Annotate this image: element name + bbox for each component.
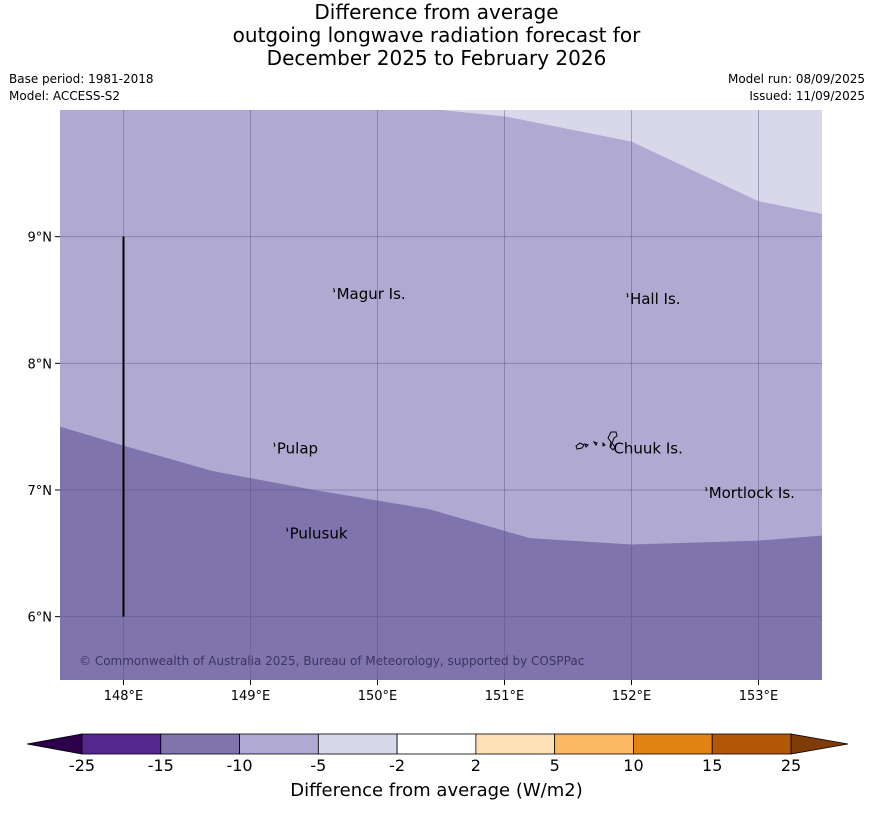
issued-date: Issued: 11/09/2025	[749, 89, 865, 103]
lat-tick-label: 6°N	[28, 611, 53, 626]
colorbar-title: Difference from average (W/m2)	[290, 780, 583, 801]
colorbar-swatch	[711, 733, 792, 755]
zone-minus10-to-minus5	[441, 110, 822, 214]
gridlines	[60, 110, 822, 680]
lon-tick-label: 153°E	[739, 689, 779, 704]
colorbar-swatch	[317, 733, 398, 755]
place-label: Pulap	[277, 440, 318, 458]
place-label: Magur Is.	[337, 285, 406, 303]
island-marker	[609, 442, 613, 448]
colorbar-swatch	[396, 733, 477, 755]
island-marker	[626, 293, 629, 298]
island-marker	[273, 442, 276, 448]
colorbar-label: -5	[310, 756, 327, 775]
colorbar-label: -25	[68, 756, 96, 775]
lat-tick-label: 7°N	[28, 484, 53, 499]
colorbar-label: 10	[623, 756, 644, 775]
colorbar-swatch	[475, 733, 556, 755]
title-line-3: December 2025 to February 2026	[266, 46, 607, 70]
colorbar-swatch	[554, 733, 634, 755]
colorbar-label: -15	[147, 756, 174, 775]
copyright-text: © Commonwealth of Australia 2025, Bureau…	[79, 654, 584, 668]
place-label: Pulusuk	[290, 525, 348, 543]
axis-ticks: 9°N 8°N 7°N 6°N 148°E 149°E 150°E 151°E 152°E 153…	[28, 231, 779, 704]
colorbar-label: 2	[470, 756, 481, 775]
model-name: Model: ACCESS-S2	[9, 89, 121, 103]
chuuk-islands-outline	[575, 431, 618, 451]
lat-tick-label: 8°N	[28, 357, 53, 372]
place-labels: Magur Is. Hall Is. Pulap Chuuk Is. Mortlock …	[273, 285, 795, 543]
colorbar-label: -10	[226, 756, 253, 775]
place-label: Mortlock Is.	[709, 484, 795, 502]
colorbar-high-extend	[790, 733, 849, 755]
title-line-2: outgoing longwave radiation forecast for	[232, 23, 641, 47]
title-line-1: Difference from average	[314, 0, 559, 24]
colorbar-swatch	[160, 733, 240, 755]
lon-tick-label: 148°E	[104, 689, 144, 704]
lon-tick-label: 151°E	[485, 689, 525, 704]
lon-tick-label: 150°E	[358, 689, 398, 704]
base-period: Base period: 1981-2018	[9, 72, 154, 86]
lat-tick-label: 9°N	[28, 231, 53, 246]
place-label: Chuuk Is.	[613, 440, 682, 458]
island-marker	[705, 486, 708, 492]
place-label: Hall Is.	[630, 290, 681, 308]
colorbar-label: -2	[389, 756, 406, 775]
zone-minus25-to-minus15	[60, 426, 822, 680]
colorbar-swatch	[81, 733, 162, 755]
colorbar-label: 15	[702, 756, 723, 775]
model-run: Model run: 08/09/2025	[727, 72, 865, 86]
island-marker	[333, 287, 336, 293]
anomaly-zones	[60, 110, 822, 680]
colorbar-swatch	[239, 733, 319, 755]
colorbar-label: 25	[780, 756, 802, 775]
colorbar-label: 5	[549, 756, 560, 775]
colorbar-low-extend	[26, 733, 83, 755]
colorbar-swatch	[633, 733, 713, 755]
lon-tick-label: 149°E	[231, 689, 271, 704]
colorbar	[26, 733, 849, 755]
island-marker	[286, 527, 289, 532]
lon-tick-label: 152°E	[612, 689, 652, 704]
